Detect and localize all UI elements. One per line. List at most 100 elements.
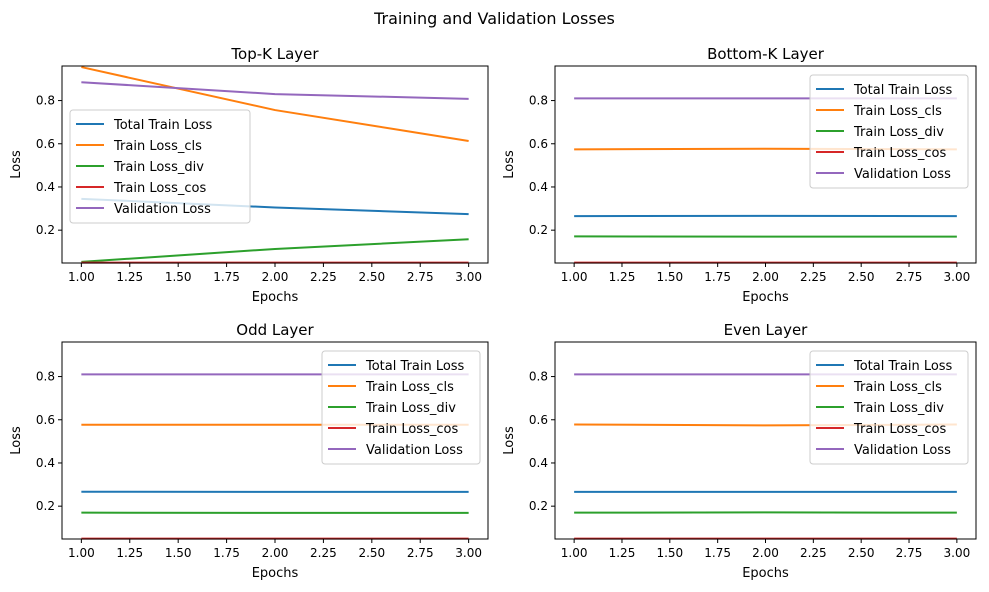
x-tick-label: 2.50 [358, 270, 385, 284]
x-tick-label: 2.25 [800, 270, 827, 284]
x-axis-label: Epochs [252, 566, 299, 581]
subplot-title: Bottom-K Layer [707, 45, 825, 63]
legend-label: Train Loss_cos [853, 146, 946, 161]
legend-box [809, 350, 969, 465]
y-tick-label: 0.2 [36, 223, 55, 237]
legend: Total Train Loss Train Loss_cls Train Loss… [69, 109, 251, 224]
x-axis-ticks: 1.00 1.25 1.50 1.75 2.00 2.25 2.50 2.75 3.00 [561, 539, 970, 560]
x-tick-label: 2.25 [800, 546, 827, 560]
x-tick-label: 3.00 [455, 546, 482, 560]
x-tick-label: 2.50 [848, 270, 875, 284]
series-line-train-loss-cls [81, 66, 469, 142]
legend-label: Total Train Loss [365, 359, 465, 374]
y-axis-ticks: 0.2 0.4 0.6 0.8 [36, 370, 62, 513]
y-tick-label: 0.6 [529, 137, 548, 151]
y-axis-label: Loss [9, 150, 24, 179]
x-tick-label: 3.00 [944, 270, 971, 284]
x-axis-ticks: 1.00 1.25 1.50 1.75 2.00 2.25 2.50 2.75 3.00 [68, 539, 482, 560]
legend-label: Train Loss_div [113, 160, 204, 175]
y-tick-label: 0.4 [36, 456, 55, 470]
subplot-title: Odd Layer [236, 321, 314, 339]
x-tick-label: 1.25 [609, 270, 636, 284]
x-tick-label: 1.75 [704, 546, 731, 560]
y-axis-ticks: 0.2 0.4 0.6 0.8 [529, 94, 555, 237]
x-axis-ticks: 1.00 1.25 1.50 1.75 2.00 2.25 2.50 2.75 3.00 [561, 263, 970, 284]
subplot-bottom-k-layer: Bottom-K Layer 1.00 1.25 1.50 1.75 2.00 2.25 2.… [502, 45, 977, 305]
y-tick-label: 0.4 [529, 456, 548, 470]
x-tick-label: 1.25 [116, 546, 143, 560]
y-tick-label: 0.6 [36, 413, 55, 427]
legend-label: Train Loss_cls [853, 380, 942, 395]
legend-label: Validation Loss [854, 443, 951, 458]
y-tick-label: 0.8 [36, 94, 55, 108]
legend-label: Train Loss_cls [113, 139, 202, 154]
legend-label: Validation Loss [114, 202, 211, 217]
legend-box [809, 74, 969, 189]
x-axis-label: Epochs [742, 566, 789, 581]
x-tick-label: 1.25 [116, 270, 143, 284]
x-tick-label: 1.50 [165, 270, 192, 284]
series-line-train-loss-div [81, 238, 469, 263]
y-tick-label: 0.2 [529, 499, 548, 513]
y-tick-label: 0.2 [529, 223, 548, 237]
x-tick-label: 1.75 [704, 270, 731, 284]
legend-label: Total Train Loss [853, 359, 953, 374]
x-tick-label: 2.75 [896, 270, 923, 284]
legend-label: Validation Loss [854, 167, 951, 182]
legend-label: Train Loss_cls [853, 104, 942, 119]
x-tick-label: 1.00 [561, 270, 588, 284]
x-tick-label: 2.25 [310, 270, 337, 284]
y-tick-label: 0.8 [36, 370, 55, 384]
figure-title: Training and Validation Losses [373, 9, 615, 28]
x-tick-label: 1.50 [656, 270, 683, 284]
x-tick-label: 3.00 [944, 546, 971, 560]
legend-label: Train Loss_div [853, 401, 944, 416]
y-tick-label: 0.8 [529, 370, 548, 384]
x-tick-label: 1.50 [656, 546, 683, 560]
x-tick-label: 2.50 [358, 546, 385, 560]
legend-label: Train Loss_cos [113, 181, 206, 196]
y-axis-label: Loss [502, 150, 517, 179]
x-tick-label: 1.75 [213, 546, 240, 560]
x-tick-label: 1.25 [609, 546, 636, 560]
y-axis-ticks: 0.2 0.4 0.6 0.8 [36, 94, 62, 237]
x-tick-label: 2.00 [752, 270, 779, 284]
y-tick-label: 0.8 [529, 94, 548, 108]
subplot-odd-layer: Odd Layer 1.00 1.25 1.50 1.75 2.00 2.25 2.50 2.7… [9, 321, 489, 581]
legend: Total Train Loss Train Loss_cls Train Loss… [809, 350, 969, 465]
y-tick-label: 0.6 [529, 413, 548, 427]
legend-label: Validation Loss [366, 443, 463, 458]
legend-box [321, 350, 481, 465]
legend-label: Total Train Loss [853, 83, 953, 98]
y-axis-label: Loss [502, 426, 517, 455]
x-tick-label: 1.00 [68, 546, 95, 560]
x-tick-label: 1.00 [561, 546, 588, 560]
x-tick-label: 2.00 [262, 270, 289, 284]
x-tick-label: 2.75 [407, 270, 434, 284]
subplot-even-layer: Even Layer 1.00 1.25 1.50 1.75 2.00 2.25 2.50 2.… [502, 321, 977, 581]
subplot-title: Even Layer [724, 321, 809, 339]
legend: Total Train Loss Train Loss_cls Train Loss… [809, 74, 969, 189]
y-axis-ticks: 0.2 0.4 0.6 0.8 [529, 370, 555, 513]
x-tick-label: 2.00 [262, 546, 289, 560]
y-tick-label: 0.6 [36, 137, 55, 151]
legend-label: Train Loss_div [365, 401, 456, 416]
legend-label: Train Loss_cos [853, 422, 946, 437]
x-axis-label: Epochs [252, 290, 299, 305]
x-tick-label: 2.50 [848, 546, 875, 560]
legend: Total Train Loss Train Loss_cls Train Loss… [321, 350, 481, 465]
y-axis-label: Loss [9, 426, 24, 455]
legend-label: Train Loss_div [853, 125, 944, 140]
x-axis-label: Epochs [742, 290, 789, 305]
x-tick-label: 1.00 [68, 270, 95, 284]
y-tick-label: 0.4 [529, 180, 548, 194]
subplot-title: Top-K Layer [230, 45, 319, 63]
x-tick-label: 3.00 [455, 270, 482, 284]
x-tick-label: 2.75 [407, 546, 434, 560]
subplot-top-k-layer: Top-K Layer 1.00 1.25 1.50 1.75 2.00 2.25 2.50 2… [9, 45, 489, 305]
legend-box [69, 109, 251, 224]
series-line-validation-loss [81, 81, 469, 100]
x-tick-label: 2.25 [310, 546, 337, 560]
x-tick-label: 1.50 [165, 546, 192, 560]
